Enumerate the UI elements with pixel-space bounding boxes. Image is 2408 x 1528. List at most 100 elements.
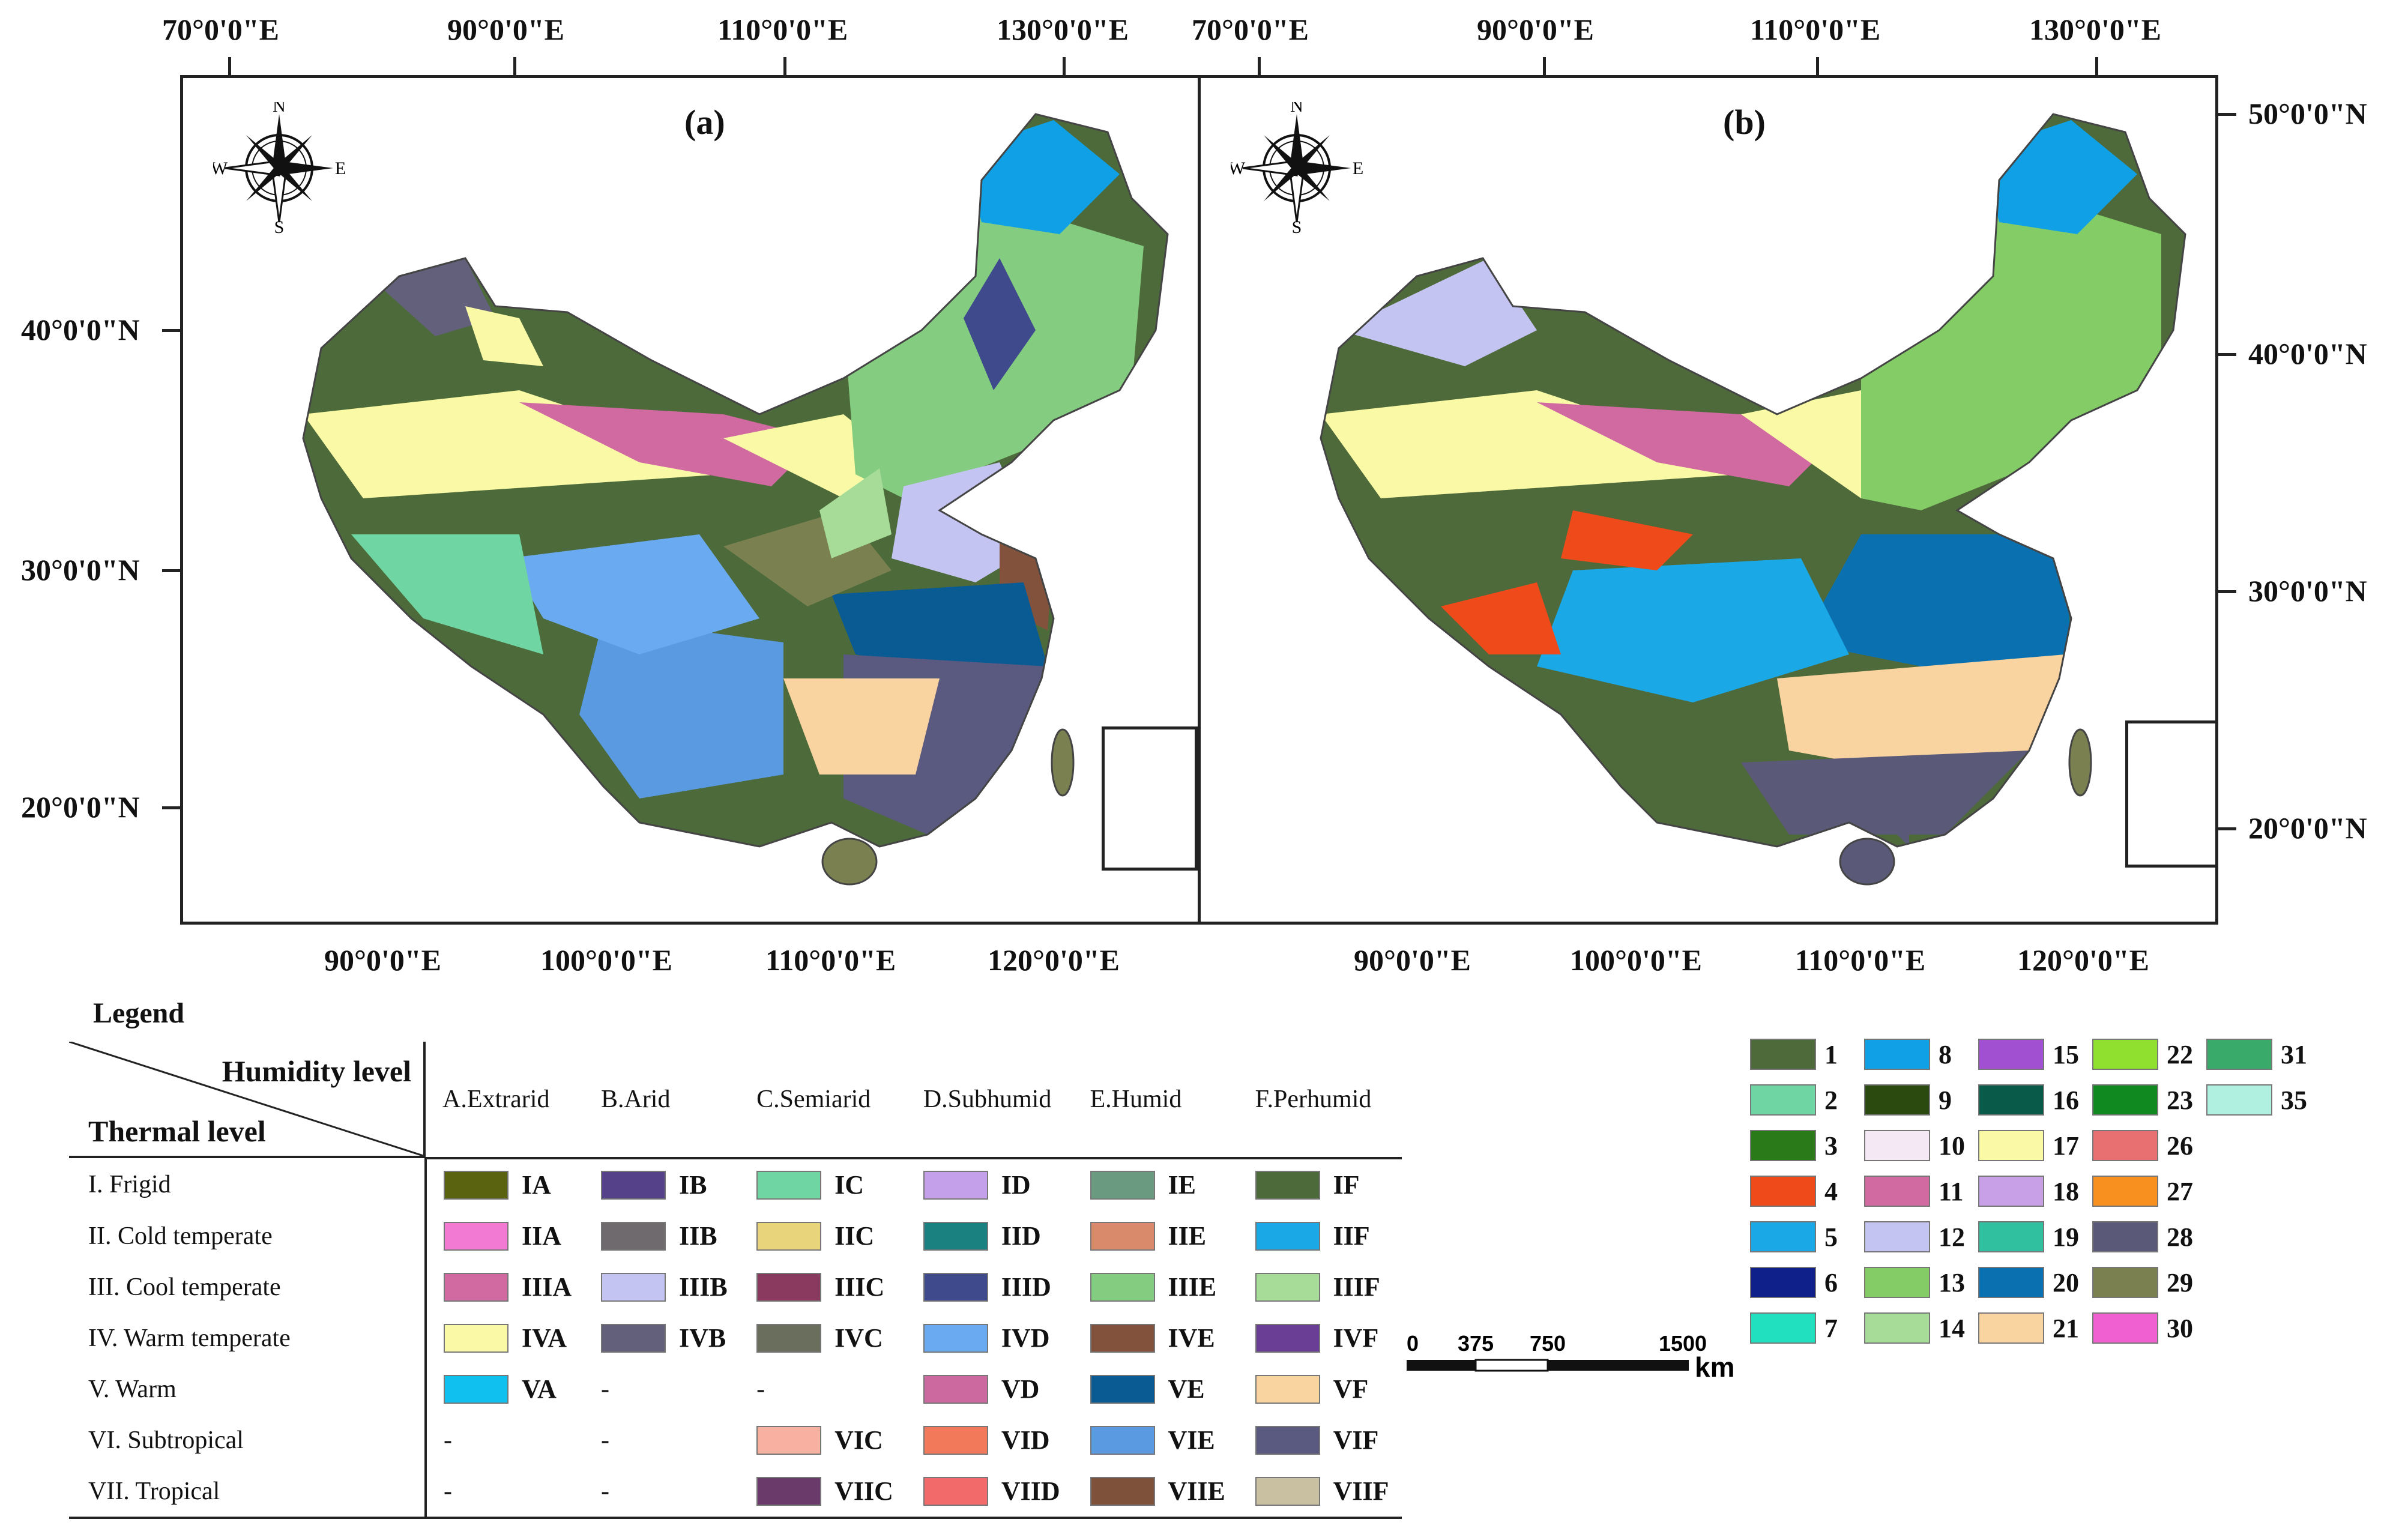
legend-class-cell: VA — [426, 1363, 584, 1415]
lon-label: 90°0'0"E — [1354, 943, 1471, 977]
legend-class-cell: IIE — [1073, 1210, 1239, 1261]
legend-swatch — [1090, 1374, 1155, 1404]
china-climate-map-b — [1320, 113, 2186, 886]
numeric-legend-label: 17 — [2053, 1131, 2079, 1161]
compass-e: E — [335, 159, 345, 178]
numeric-class-legend: 1 2 3 4 5 6 7 8 9 10 11 12 13 14 15 16 17 18 19 20 21 22 23 26 2… — [1750, 1039, 2338, 1363]
legend-class-code: VIE — [1168, 1425, 1215, 1455]
legend-class-cell: IID — [907, 1210, 1073, 1261]
legend-class-cell: IVD — [907, 1312, 1073, 1363]
legend-class-cell: VIE — [1073, 1415, 1239, 1466]
lat-label: 20°0'0"N — [21, 790, 140, 824]
lon-label: 100°0'0"E — [1570, 943, 1702, 977]
legend-swatch — [1090, 1272, 1155, 1302]
legend-swatch — [444, 1272, 508, 1302]
legend-class-code: VIID — [1001, 1476, 1060, 1506]
classification-legend: Legend Humidity level Thermal level A.Ex… — [69, 997, 1408, 1519]
legend-dash: - — [444, 1426, 452, 1454]
south-china-sea-inset — [2125, 720, 2215, 868]
numeric-legend-label: 4 — [1824, 1176, 1838, 1206]
thermal-level-label: III. Cool temperate — [69, 1261, 427, 1312]
numeric-legend-label: 14 — [1939, 1313, 1965, 1343]
lat-label: 50°0'0"N — [2248, 97, 2367, 130]
legend-class-code: VIIE — [1168, 1476, 1225, 1506]
numeric-legend-item: 12 — [1864, 1221, 1975, 1252]
numeric-legend-label: 13 — [1939, 1267, 1965, 1297]
thermal-level-label: V. Warm — [69, 1363, 427, 1415]
legend-class-cell: IB — [584, 1158, 740, 1210]
north-arrow-icon: N S E W — [211, 96, 346, 237]
legend-row: I. Frigid IA IB IC ID IE IF — [69, 1158, 1402, 1210]
compass-e: E — [1353, 159, 1363, 178]
legend-swatch — [600, 1272, 666, 1302]
numeric-legend-label: 35 — [2281, 1085, 2307, 1115]
numeric-legend-label: 5 — [1824, 1222, 1838, 1252]
numeric-legend-label: 11 — [1939, 1176, 1964, 1206]
legend-swatch — [1255, 1425, 1320, 1455]
legend-swatch — [1090, 1221, 1155, 1251]
numeric-legend-item: 15 — [1978, 1039, 2089, 1070]
lon-label: 120°0'0"E — [988, 943, 1120, 977]
legend-title: Legend — [93, 997, 185, 1029]
numeric-legend-swatch — [2092, 1130, 2158, 1161]
numeric-legend-swatch — [1864, 1039, 1930, 1070]
legend-swatch — [923, 1374, 988, 1404]
compass-n: N — [1290, 102, 1303, 116]
legend-swatch — [756, 1221, 822, 1251]
thermal-level-label: II. Cold temperate — [69, 1210, 427, 1261]
lon-label: 130°0'0"E — [997, 13, 1129, 46]
legend-dash: - — [600, 1477, 609, 1505]
legend-empty-cell: - — [584, 1466, 740, 1519]
numeric-legend-item: 23 — [2092, 1084, 2203, 1116]
lon-label: 70°0'0"E — [162, 13, 279, 46]
numeric-legend-item: 13 — [1864, 1267, 1975, 1298]
lon-label: 90°0'0"E — [1477, 13, 1594, 46]
legend-class-code: IID — [1001, 1221, 1041, 1251]
legend-swatch — [923, 1221, 988, 1251]
legend-empty-cell: - — [740, 1363, 907, 1415]
lat-label: 30°0'0"N — [21, 553, 140, 587]
legend-swatch — [1255, 1323, 1320, 1353]
legend-swatch — [923, 1272, 988, 1302]
numeric-legend-label: 22 — [2167, 1039, 2193, 1069]
legend-row: II. Cold temperate IIA IIB IIC IID IIE IIF — [69, 1210, 1402, 1261]
legend-swatch — [444, 1374, 508, 1404]
legend-empty-cell: - — [584, 1363, 740, 1415]
legend-class-cell: VF — [1239, 1363, 1402, 1415]
numeric-legend-label: 27 — [2167, 1176, 2193, 1206]
legend-class-cell: VIF — [1239, 1415, 1402, 1466]
legend-class-cell: IF — [1239, 1158, 1402, 1210]
numeric-legend-swatch — [2206, 1039, 2272, 1070]
numeric-legend-swatch — [1750, 1084, 1816, 1116]
numeric-legend-swatch — [2092, 1312, 2158, 1344]
numeric-legend-swatch — [1750, 1130, 1816, 1161]
numeric-legend-label: 18 — [2053, 1176, 2079, 1206]
lon-label: 110°0'0"E — [765, 943, 896, 977]
legend-swatch — [600, 1323, 666, 1353]
numeric-legend-item: 1 — [1750, 1039, 1860, 1070]
legend-class-code: IIIA — [522, 1272, 572, 1302]
china-climate-map-a — [302, 113, 1169, 886]
legend-class-cell: IIIB — [584, 1261, 740, 1312]
numeric-legend-label: 31 — [2281, 1039, 2307, 1069]
humidity-header: B.Arid — [584, 1042, 740, 1159]
legend-class-cell: VIIC — [740, 1466, 907, 1519]
numeric-legend-item: 20 — [1978, 1267, 2089, 1298]
thermal-level-label: IV. Warm temperate — [69, 1312, 427, 1363]
numeric-legend-label: 7 — [1824, 1313, 1838, 1343]
legend-class-code: IIIE — [1168, 1272, 1217, 1302]
numeric-legend-swatch — [1864, 1221, 1930, 1252]
legend-empty-cell: - — [426, 1415, 584, 1466]
legend-swatch — [1255, 1221, 1320, 1251]
legend-class-code: ID — [1001, 1170, 1031, 1200]
numeric-legend-swatch — [1864, 1176, 1930, 1207]
numeric-legend-item: 30 — [2092, 1312, 2203, 1344]
legend-class-cell: IVA — [426, 1312, 584, 1363]
scale-tick: 750 — [1530, 1331, 1566, 1356]
numeric-legend-swatch — [1978, 1312, 2044, 1344]
numeric-legend-item: 19 — [1978, 1221, 2089, 1252]
north-arrow-icon: N S E W — [1228, 96, 1363, 237]
legend-class-cell: VID — [907, 1415, 1073, 1466]
numeric-legend-swatch — [1750, 1039, 1816, 1070]
legend-swatch — [444, 1323, 508, 1353]
